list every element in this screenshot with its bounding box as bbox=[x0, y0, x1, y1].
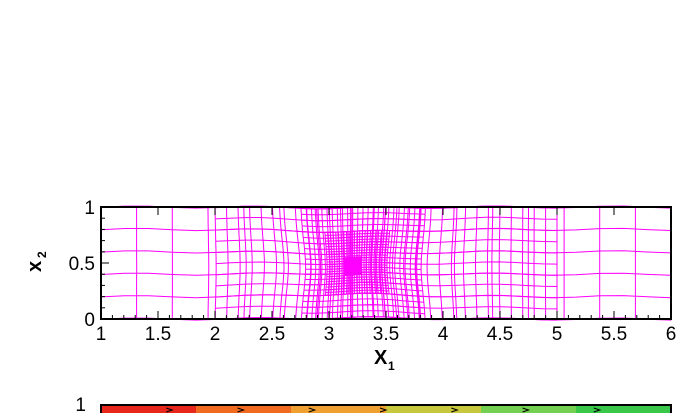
mesh-inner-hline bbox=[325, 241, 389, 245]
mesh-inner-vline bbox=[363, 230, 366, 294]
mesh-coarse-vline bbox=[207, 207, 210, 320]
flow-arrow bbox=[166, 407, 174, 413]
mesh-core-hline bbox=[344, 259, 362, 262]
mesh-inner-hline bbox=[326, 254, 388, 258]
mesh-core-hline bbox=[343, 270, 362, 273]
mesh-inner-hline bbox=[326, 249, 388, 253]
contour-band bbox=[386, 405, 482, 413]
contour-frame bbox=[100, 404, 672, 413]
mesh-core-hline bbox=[344, 269, 362, 272]
contour-band bbox=[576, 405, 672, 413]
contour-band bbox=[291, 405, 387, 413]
mesh-lines bbox=[100, 205, 672, 321]
mesh-middle-hline bbox=[301, 310, 425, 315]
x-tick-label: 1.5 bbox=[145, 324, 171, 345]
mesh-core-hline bbox=[343, 261, 362, 264]
mesh-core-hline bbox=[344, 264, 362, 267]
x-tick-label: 4 bbox=[438, 324, 449, 345]
mesh-inner-hline bbox=[325, 235, 390, 239]
mesh-inner-vline bbox=[335, 232, 338, 295]
mesh-inner-hline bbox=[325, 238, 389, 242]
contour-y-tick-label: 1 bbox=[75, 395, 86, 413]
contour-plot: 1 bbox=[75, 395, 672, 413]
mesh-middle-vline bbox=[389, 207, 395, 318]
mesh-inner-hline bbox=[325, 232, 390, 236]
y-tick-label: 1 bbox=[84, 198, 95, 219]
mesh-core-hline bbox=[343, 271, 362, 274]
mesh-core-hline bbox=[344, 263, 362, 266]
mesh-middle-hline bbox=[302, 224, 425, 228]
x-tick-label: 5 bbox=[552, 324, 563, 345]
mesh-inner-hline bbox=[326, 246, 389, 250]
mesh-inner-hline bbox=[324, 229, 390, 233]
flow-arrow bbox=[593, 407, 602, 413]
mesh-inner-hline bbox=[326, 244, 389, 248]
mesh-core-hline bbox=[343, 267, 362, 270]
flow-arrow bbox=[522, 407, 531, 413]
x-axis-label-subscript: 1 bbox=[388, 359, 395, 373]
mesh-core-hline bbox=[344, 260, 362, 263]
x-tick-label: 2.5 bbox=[259, 324, 285, 345]
flow-arrow bbox=[237, 407, 246, 413]
y-tick-label: 0.5 bbox=[69, 254, 95, 275]
mesh-core-hline bbox=[343, 256, 362, 259]
y-axis-ticks: 00.51 bbox=[69, 198, 109, 331]
mesh-core-hline bbox=[343, 273, 362, 276]
x-tick-label: 6 bbox=[666, 324, 677, 345]
contour-bands bbox=[101, 405, 672, 413]
mesh-middle-hline bbox=[301, 218, 425, 222]
y-tick-label: 0 bbox=[84, 310, 95, 331]
mesh-middle-hline bbox=[302, 298, 424, 303]
x-tick-label: 3.5 bbox=[373, 324, 399, 345]
mesh-middle-hline bbox=[301, 212, 426, 216]
mesh-inner-hline bbox=[326, 276, 388, 280]
x-tick-label: 5.5 bbox=[601, 324, 627, 345]
contour-band bbox=[101, 405, 197, 413]
x-tick-label: 2 bbox=[210, 324, 221, 345]
mesh-inner-hline bbox=[326, 281, 389, 285]
mesh-core-hline bbox=[344, 258, 362, 261]
mesh-core-hline bbox=[343, 266, 362, 269]
contour-band bbox=[481, 405, 577, 413]
mesh-plot: 1 1.5 2 2.5 3 3.5 4 4.5 5 5.5 6 00.51 X 1 x 2 bbox=[24, 198, 676, 373]
mesh-core-hline bbox=[344, 257, 362, 260]
mesh-core-hline bbox=[344, 268, 362, 271]
mesh-core-hline bbox=[343, 262, 362, 265]
x-tick-label: 3 bbox=[324, 324, 335, 345]
mesh-inner-hline bbox=[326, 284, 389, 288]
mesh-inner-vline bbox=[332, 232, 336, 295]
flow-arrow bbox=[379, 407, 388, 413]
mesh-middle-hline bbox=[302, 304, 425, 309]
mesh-outer-vline bbox=[214, 207, 217, 320]
mesh-inner-vline bbox=[329, 232, 333, 296]
mesh-inner-hline bbox=[325, 287, 389, 291]
y-axis-label-subscript: 2 bbox=[35, 251, 49, 258]
mesh-inner-hline bbox=[325, 292, 390, 296]
flow-arrow bbox=[308, 407, 317, 413]
y-axis-label: x bbox=[24, 261, 46, 272]
mesh-inner-hline bbox=[326, 279, 388, 283]
mesh-inner-hline bbox=[325, 289, 389, 294]
x-axis-ticks: 1 1.5 2 2.5 3 3.5 4 4.5 5 5.5 6 bbox=[96, 207, 677, 345]
x-axis-label: X bbox=[374, 347, 388, 369]
mesh-core-hline bbox=[343, 272, 362, 275]
contour-band bbox=[196, 405, 292, 413]
x-tick-label: 4.5 bbox=[487, 324, 513, 345]
flow-arrow bbox=[451, 407, 459, 413]
x-tick-label: 1 bbox=[96, 324, 107, 345]
mesh-inner-hline bbox=[326, 251, 388, 255]
